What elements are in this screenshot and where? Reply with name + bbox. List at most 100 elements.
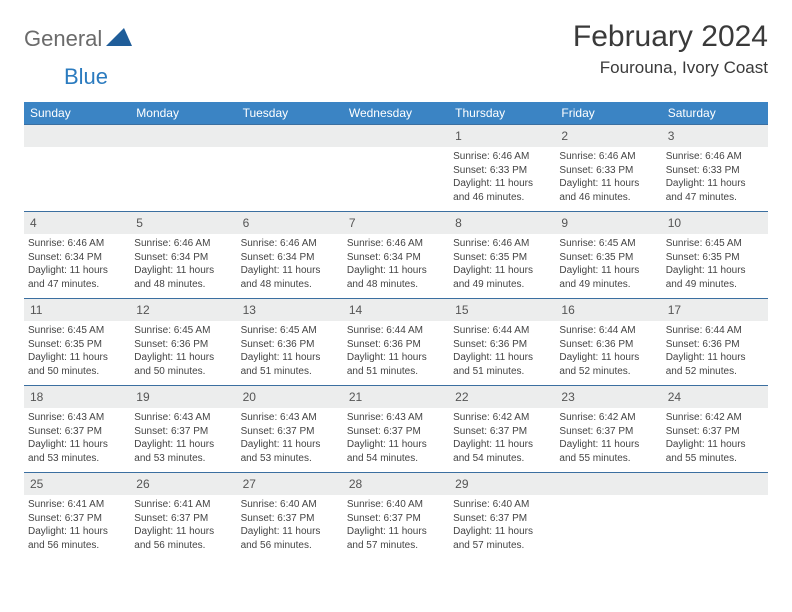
day-details: Sunrise: 6:45 AMSunset: 6:36 PMDaylight:… (241, 324, 339, 378)
day-number: 7 (349, 216, 356, 230)
day-number: 21 (349, 390, 362, 404)
sunrise-line: Sunrise: 6:41 AM (28, 498, 126, 512)
day-details: Sunrise: 6:43 AMSunset: 6:37 PMDaylight:… (28, 411, 126, 465)
daynum-row: 21 (343, 386, 449, 408)
day-cell: 22 Sunrise: 6:42 AMSunset: 6:37 PMDayligh… (449, 386, 555, 472)
day-details: Sunrise: 6:42 AMSunset: 6:37 PMDaylight:… (453, 411, 551, 465)
day-cell: 23Sunrise: 6:42 AMSunset: 6:37 PMDayligh… (555, 386, 661, 472)
day-cell: 14 Sunrise: 6:44 AMSunset: 6:36 PMDayligh… (343, 299, 449, 385)
day-number: 23 (561, 390, 574, 404)
day-cell: 12Sunrise: 6:45 AMSunset: 6:36 PMDayligh… (130, 299, 236, 385)
calendar: SundayMondayTuesdayWednesdayThursdayFrid… (24, 102, 768, 559)
daylight-line: Daylight: 11 hours and 51 minutes. (347, 351, 445, 378)
day-details: Sunrise: 6:45 AMSunset: 6:35 PMDaylight:… (28, 324, 126, 378)
day-details: Sunrise: 6:43 AMSunset: 6:37 PMDaylight:… (241, 411, 339, 465)
day-cell: 8Sunrise: 6:46 AMSunset: 6:35 PMDaylight… (449, 212, 555, 298)
day-details: Sunrise: 6:45 AMSunset: 6:35 PMDaylight:… (666, 237, 764, 291)
day-cell (555, 473, 661, 559)
day-number: 12 (136, 303, 149, 317)
sunrise-line: Sunrise: 6:46 AM (453, 237, 551, 251)
sunset-line: Sunset: 6:36 PM (453, 338, 551, 352)
daylight-line: Daylight: 11 hours and 53 minutes. (134, 438, 232, 465)
day-details: Sunrise: 6:45 AMSunset: 6:35 PMDaylight:… (559, 237, 657, 291)
daynum-row: 20 (237, 386, 343, 408)
daylight-line: Daylight: 11 hours and 53 minutes. (241, 438, 339, 465)
daylight-line: Daylight: 11 hours and 49 minutes. (559, 264, 657, 291)
week-row: 25Sunrise: 6:41 AMSunset: 6:37 PMDayligh… (24, 472, 768, 559)
daynum-row: 28 (343, 473, 449, 495)
daynum-row: 13 (237, 299, 343, 321)
daynum-row (662, 473, 768, 495)
day-details: Sunrise: 6:41 AMSunset: 6:37 PMDaylight:… (28, 498, 126, 552)
sunrise-line: Sunrise: 6:42 AM (666, 411, 764, 425)
day-number: 16 (561, 303, 574, 317)
week-row: 1Sunrise: 6:46 AMSunset: 6:33 PMDaylight… (24, 124, 768, 211)
daylight-line: Daylight: 11 hours and 46 minutes. (453, 177, 551, 204)
day-details: Sunrise: 6:40 AMSunset: 6:37 PMDaylight:… (347, 498, 445, 552)
daynum-row: 3 (662, 125, 768, 147)
day-details: Sunrise: 6:44 AMSunset: 6:36 PMDaylight:… (347, 324, 445, 378)
day-number: 22 (455, 390, 468, 404)
day-number (349, 129, 352, 143)
daylight-line: Daylight: 11 hours and 49 minutes. (453, 264, 551, 291)
daylight-line: Daylight: 11 hours and 56 minutes. (134, 525, 232, 552)
day-cell: 5Sunrise: 6:46 AMSunset: 6:34 PMDaylight… (130, 212, 236, 298)
sunset-line: Sunset: 6:34 PM (347, 251, 445, 265)
day-cell: 13 Sunrise: 6:45 AMSunset: 6:36 PMDayligh… (237, 299, 343, 385)
day-number: 15 (455, 303, 468, 317)
sunset-line: Sunset: 6:37 PM (28, 425, 126, 439)
day-cell: 16Sunrise: 6:44 AMSunset: 6:36 PMDayligh… (555, 299, 661, 385)
sunset-line: Sunset: 6:36 PM (347, 338, 445, 352)
day-cell: 21Sunrise: 6:43 AMSunset: 6:37 PMDayligh… (343, 386, 449, 472)
sunset-line: Sunset: 6:37 PM (134, 425, 232, 439)
day-cell: 24Sunrise: 6:42 AMSunset: 6:37 PMDayligh… (662, 386, 768, 472)
sunset-line: Sunset: 6:37 PM (347, 425, 445, 439)
day-number: 1 (455, 129, 462, 143)
daylight-line: Daylight: 11 hours and 54 minutes. (347, 438, 445, 465)
daynum-row: 22 (449, 386, 555, 408)
day-cell: 17Sunrise: 6:44 AMSunset: 6:36 PMDayligh… (662, 299, 768, 385)
sunset-line: Sunset: 6:37 PM (666, 425, 764, 439)
daylight-line: Daylight: 11 hours and 47 minutes. (666, 177, 764, 204)
day-details: Sunrise: 6:46 AMSunset: 6:34 PMDaylight:… (28, 237, 126, 291)
day-number (243, 129, 246, 143)
day-cell: 29Sunrise: 6:40 AMSunset: 6:37 PMDayligh… (449, 473, 555, 559)
day-details: Sunrise: 6:46 AMSunset: 6:34 PMDaylight:… (347, 237, 445, 291)
day-number: 27 (243, 477, 256, 491)
day-details: Sunrise: 6:40 AMSunset: 6:37 PMDaylight:… (453, 498, 551, 552)
day-number: 24 (668, 390, 681, 404)
day-number: 14 (349, 303, 362, 317)
daylight-line: Daylight: 11 hours and 56 minutes. (28, 525, 126, 552)
daylight-line: Daylight: 11 hours and 48 minutes. (347, 264, 445, 291)
daylight-line: Daylight: 11 hours and 50 minutes. (134, 351, 232, 378)
weekday-label: Tuesday (237, 102, 343, 124)
day-details: Sunrise: 6:44 AMSunset: 6:36 PMDaylight:… (666, 324, 764, 378)
day-number: 6 (243, 216, 250, 230)
sunrise-line: Sunrise: 6:44 AM (559, 324, 657, 338)
week-row: 18Sunrise: 6:43 AMSunset: 6:37 PMDayligh… (24, 385, 768, 472)
title-block: February 2024 Fourouna, Ivory Coast (573, 20, 768, 78)
day-cell: 11Sunrise: 6:45 AMSunset: 6:35 PMDayligh… (24, 299, 130, 385)
day-number: 4 (30, 216, 37, 230)
sunrise-line: Sunrise: 6:44 AM (453, 324, 551, 338)
sunrise-line: Sunrise: 6:46 AM (28, 237, 126, 251)
day-cell: 20 Sunrise: 6:43 AMSunset: 6:37 PMDayligh… (237, 386, 343, 472)
daynum-row: 1 (449, 125, 555, 147)
daylight-line: Daylight: 11 hours and 46 minutes. (559, 177, 657, 204)
day-details: Sunrise: 6:46 AMSunset: 6:35 PMDaylight:… (453, 237, 551, 291)
daynum-row: 27 (237, 473, 343, 495)
logo-triangle-icon (106, 28, 132, 51)
day-cell: 3Sunrise: 6:46 AMSunset: 6:33 PMDaylight… (662, 125, 768, 211)
sunrise-line: Sunrise: 6:46 AM (241, 237, 339, 251)
day-details: Sunrise: 6:43 AMSunset: 6:37 PMDaylight:… (134, 411, 232, 465)
day-cell: 15Sunrise: 6:44 AMSunset: 6:36 PMDayligh… (449, 299, 555, 385)
daylight-line: Daylight: 11 hours and 52 minutes. (666, 351, 764, 378)
day-number: 9 (561, 216, 568, 230)
sunset-line: Sunset: 6:37 PM (347, 512, 445, 526)
daynum-row: 18 (24, 386, 130, 408)
day-cell: 25Sunrise: 6:41 AMSunset: 6:37 PMDayligh… (24, 473, 130, 559)
sunrise-line: Sunrise: 6:44 AM (666, 324, 764, 338)
sunset-line: Sunset: 6:37 PM (559, 425, 657, 439)
day-cell: 9 Sunrise: 6:45 AMSunset: 6:35 PMDaylight… (555, 212, 661, 298)
daynum-row: 10 (662, 212, 768, 234)
